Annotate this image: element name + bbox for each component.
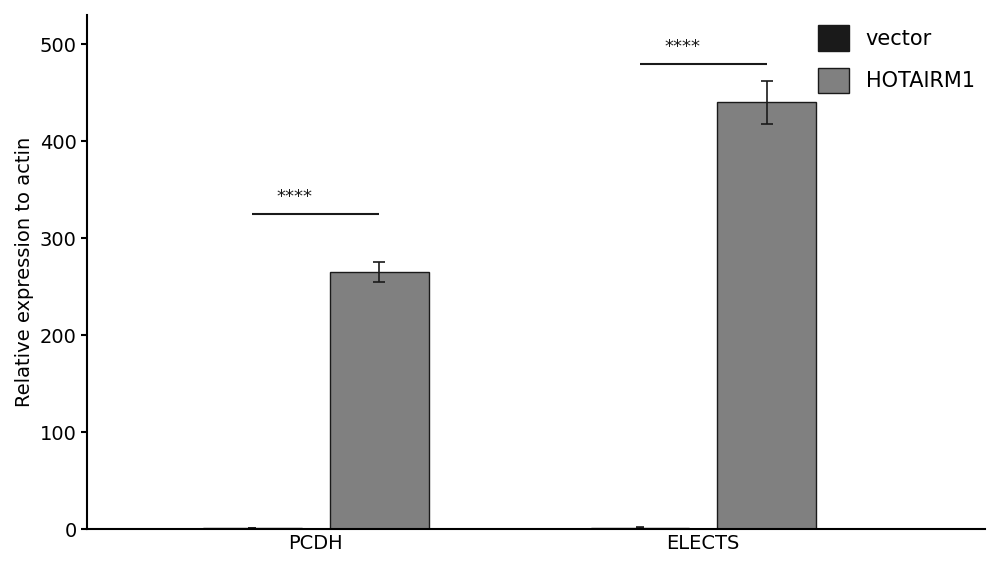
Text: ****: **** xyxy=(664,37,700,56)
Bar xyxy=(330,272,429,529)
Bar xyxy=(203,528,302,529)
Bar xyxy=(591,528,689,529)
Text: ****: **** xyxy=(277,188,313,206)
Y-axis label: Relative expression to actin: Relative expression to actin xyxy=(15,137,34,407)
Legend: vector, HOTAIRM1: vector, HOTAIRM1 xyxy=(818,26,975,93)
Bar xyxy=(717,102,816,529)
